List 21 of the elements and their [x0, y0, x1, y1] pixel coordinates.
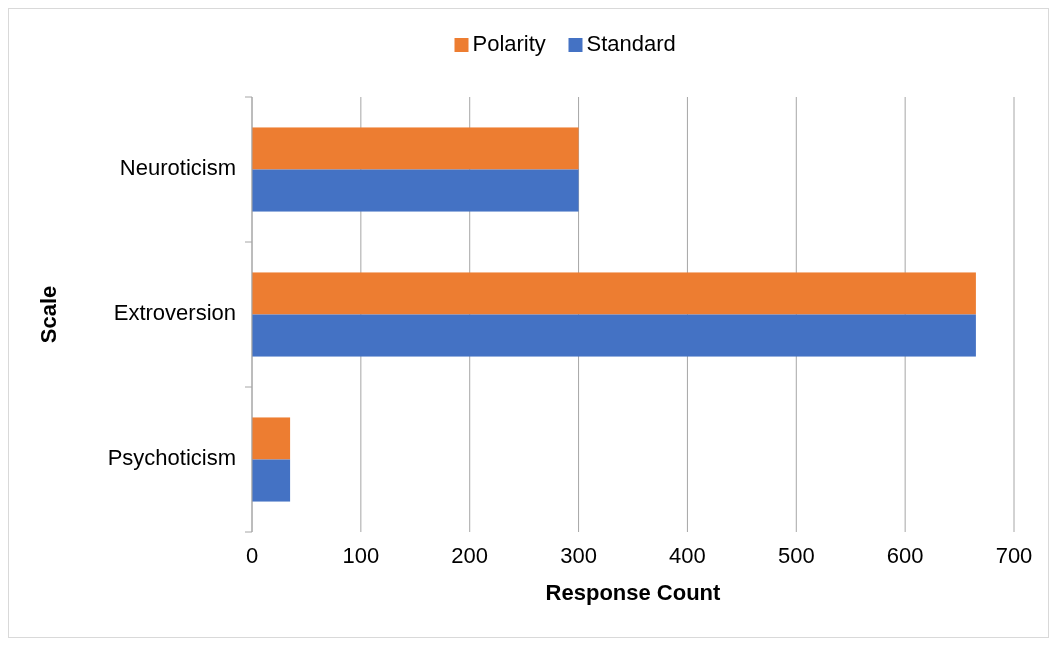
x-tick-label: 300 — [560, 543, 597, 568]
bar — [252, 459, 291, 502]
bar — [252, 127, 579, 170]
bar — [252, 169, 579, 212]
legend-label: Standard — [586, 30, 676, 56]
y-tick-label: Extroversion — [113, 300, 236, 326]
x-tick-label: 400 — [669, 543, 706, 568]
x-axis-title: Response Count — [545, 580, 722, 605]
bar — [252, 314, 976, 357]
x-tick-label: 0 — [245, 543, 259, 568]
bar — [252, 417, 291, 460]
y-tick-label: Neuroticism — [119, 155, 236, 181]
y-tick-label: Psychoticism — [107, 445, 236, 471]
x-tick-label: 100 — [342, 543, 380, 568]
x-tick-label: 500 — [777, 543, 815, 568]
y-axis-title: Scale — [36, 285, 61, 344]
x-tick-label: 600 — [886, 543, 924, 568]
bar — [252, 272, 976, 315]
legend-label: Polarity — [472, 30, 546, 56]
x-tick-label: 200 — [451, 543, 489, 568]
x-tick-label: 700 — [995, 543, 1033, 568]
